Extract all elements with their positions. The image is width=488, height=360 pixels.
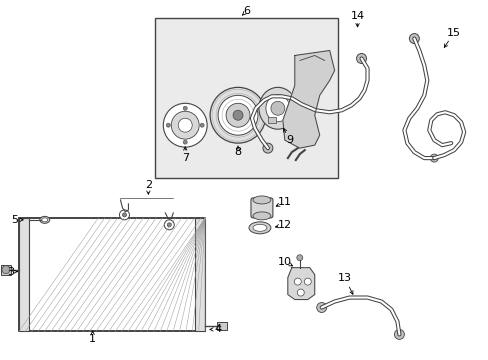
Bar: [155, 18, 337, 178]
Ellipse shape: [252, 224, 266, 231]
Text: 15: 15: [446, 28, 460, 37]
Text: 11: 11: [277, 197, 291, 207]
Text: 10: 10: [277, 257, 291, 267]
Circle shape: [164, 220, 174, 230]
Circle shape: [316, 302, 326, 312]
Text: 3: 3: [7, 267, 14, 276]
Circle shape: [225, 103, 249, 127]
Bar: [19, 218, 29, 332]
Text: 9: 9: [285, 135, 293, 145]
Text: 12: 12: [277, 220, 291, 230]
Circle shape: [394, 329, 404, 339]
Text: 1: 1: [89, 334, 96, 345]
Circle shape: [119, 210, 129, 220]
Text: 13: 13: [337, 273, 351, 283]
Bar: [1, 265, 11, 275]
Circle shape: [304, 278, 310, 285]
Bar: [19, 218, 205, 332]
Circle shape: [296, 255, 302, 261]
Ellipse shape: [40, 216, 50, 223]
Circle shape: [163, 103, 207, 147]
Circle shape: [218, 95, 258, 135]
Text: 7: 7: [182, 153, 188, 163]
Text: 5: 5: [11, 215, 19, 225]
Bar: [19, 218, 205, 332]
Polygon shape: [282, 50, 334, 148]
Circle shape: [171, 111, 199, 139]
Circle shape: [408, 33, 419, 44]
Ellipse shape: [265, 95, 289, 122]
Circle shape: [178, 118, 192, 132]
Circle shape: [270, 101, 285, 115]
Circle shape: [297, 289, 304, 296]
Bar: [217, 323, 226, 330]
Text: 2: 2: [144, 180, 152, 190]
Bar: [195, 218, 205, 332]
Bar: [305, 105, 313, 111]
Circle shape: [429, 154, 437, 162]
Circle shape: [356, 54, 366, 63]
Ellipse shape: [252, 196, 270, 204]
Bar: [267, 117, 275, 123]
Circle shape: [167, 223, 171, 227]
Polygon shape: [287, 268, 314, 300]
Ellipse shape: [259, 87, 296, 129]
Text: 8: 8: [234, 147, 241, 157]
Text: 6: 6: [243, 6, 250, 15]
Text: 4: 4: [214, 324, 221, 334]
Circle shape: [233, 110, 243, 120]
Circle shape: [200, 123, 203, 127]
Circle shape: [122, 213, 126, 217]
Circle shape: [166, 123, 170, 127]
Circle shape: [2, 266, 10, 274]
Circle shape: [183, 106, 187, 110]
Circle shape: [263, 143, 272, 153]
Circle shape: [183, 140, 187, 144]
Ellipse shape: [248, 222, 270, 234]
Circle shape: [294, 278, 301, 285]
FancyBboxPatch shape: [250, 198, 272, 218]
Ellipse shape: [41, 218, 48, 222]
Text: 14: 14: [350, 11, 364, 21]
Circle shape: [315, 68, 323, 76]
Circle shape: [210, 87, 265, 143]
Circle shape: [302, 60, 312, 71]
Ellipse shape: [252, 212, 270, 220]
